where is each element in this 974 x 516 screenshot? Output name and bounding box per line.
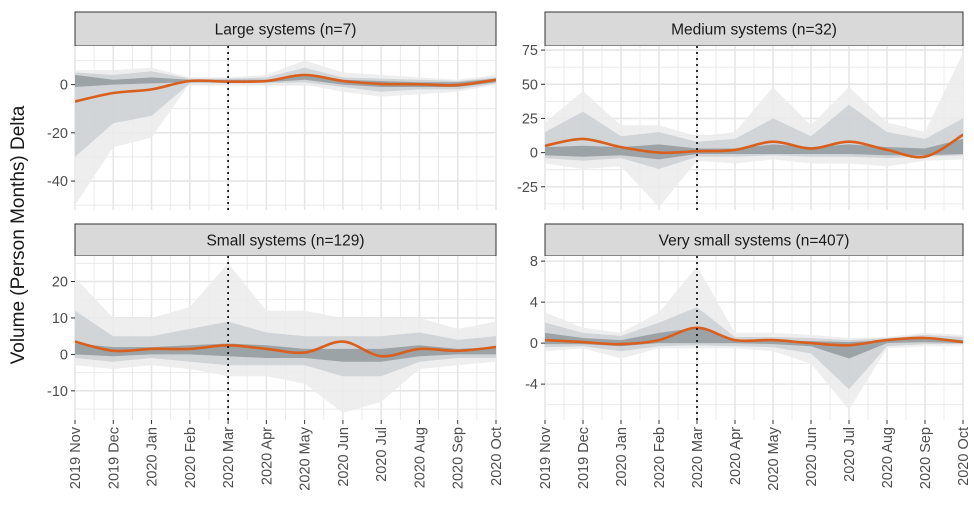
y-tick-label: -20 xyxy=(47,126,68,142)
x-tick-label: 2020 Sep xyxy=(918,427,934,489)
y-tick-label: -4 xyxy=(525,377,538,393)
band-inner xyxy=(545,327,963,359)
x-tick-label: 2020 Mar xyxy=(690,427,706,488)
y-tick-label: -10 xyxy=(47,384,68,400)
x-tick-label: 2019 Nov xyxy=(538,426,554,489)
series-line xyxy=(75,340,496,358)
x-tick-label: 2020 Jun xyxy=(804,427,820,487)
y-axis-label: Volume (Person Months) Delta xyxy=(8,105,29,364)
band-mid xyxy=(545,307,963,390)
x-tick-label: 2020 Apr xyxy=(259,427,275,485)
y-tick-label: 4 xyxy=(530,295,538,311)
facet-strip xyxy=(544,11,964,47)
x-tick-label: 2019 Nov xyxy=(68,426,84,489)
x-tick-label: 2020 Apr xyxy=(728,427,744,485)
facet-panel: Medium systems (n=32) 75 50 25 0 -25 xyxy=(517,11,964,210)
y-tick-label: 10 xyxy=(52,311,68,327)
series-line xyxy=(545,326,963,347)
y-axis: 75 50 25 0 -25 xyxy=(517,43,545,196)
y-tick-label: 8 xyxy=(530,254,538,270)
series-line xyxy=(75,73,496,103)
facet-title: Large systems (n=7) xyxy=(215,22,357,39)
facet-strip xyxy=(74,11,497,47)
y-tick-label: -25 xyxy=(517,180,538,196)
x-tick-label: 2020 Feb xyxy=(183,427,199,488)
x-tick-label: 2020 Feb xyxy=(652,427,668,488)
y-tick-label: 20 xyxy=(52,275,68,291)
facet-title: Small systems (n=129) xyxy=(206,233,364,250)
y-tick-label: 0 xyxy=(530,146,538,162)
y-tick-label: 50 xyxy=(522,77,538,93)
x-tick-label: 2019 Dec xyxy=(576,427,592,489)
y-tick-label: 75 xyxy=(522,43,538,59)
facet-panel: Large systems (n=7) 0 -20 -40 xyxy=(47,11,497,210)
band-inner xyxy=(545,138,963,160)
x-tick-label: 2020 Oct xyxy=(956,427,972,486)
facet-title: Medium systems (n=32) xyxy=(671,22,837,39)
x-tick-label: 2020 Jul xyxy=(842,427,858,482)
y-axis: 20 10 0 -10 xyxy=(47,275,75,400)
x-axis: 2019 Nov 2019 Dec 2020 Jan 2020 Feb 2020 Mar… xyxy=(68,420,505,491)
y-tick-label: 0 xyxy=(60,78,68,94)
x-tick-label: 2020 May xyxy=(298,426,314,490)
y-tick-label: 0 xyxy=(60,347,68,363)
x-tick-label: 2020 May xyxy=(766,426,782,490)
x-axis: 2019 Nov 2019 Dec 2020 Jan 2020 Feb 2020 Mar… xyxy=(538,420,972,491)
x-tick-label: 2020 Mar xyxy=(221,427,237,488)
facet-strip xyxy=(74,223,497,257)
y-axis: 8 4 0 -4 xyxy=(525,254,545,393)
x-tick-label: 2020 Jul xyxy=(374,427,390,482)
series-line xyxy=(545,133,963,159)
facet-title: Very small systems (n=407) xyxy=(659,233,850,250)
x-tick-label: 2019 Dec xyxy=(106,427,122,489)
y-tick-label: -40 xyxy=(47,174,68,190)
x-tick-label: 2020 Aug xyxy=(413,427,429,488)
y-tick-label: 0 xyxy=(530,336,538,352)
y-tick-label: 25 xyxy=(522,111,538,127)
x-tick-label: 2020 Oct xyxy=(489,427,505,486)
y-axis: 0 -20 -40 xyxy=(47,78,75,190)
x-tick-label: 2020 Jan xyxy=(145,427,161,487)
x-tick-label: 2020 Sep xyxy=(451,427,467,489)
x-tick-label: 2020 Jan xyxy=(614,427,630,487)
x-tick-label: 2020 Aug xyxy=(880,427,896,488)
band-mid xyxy=(75,67,496,157)
band-outer xyxy=(75,60,496,206)
x-tick-label: 2020 Jun xyxy=(336,427,352,487)
